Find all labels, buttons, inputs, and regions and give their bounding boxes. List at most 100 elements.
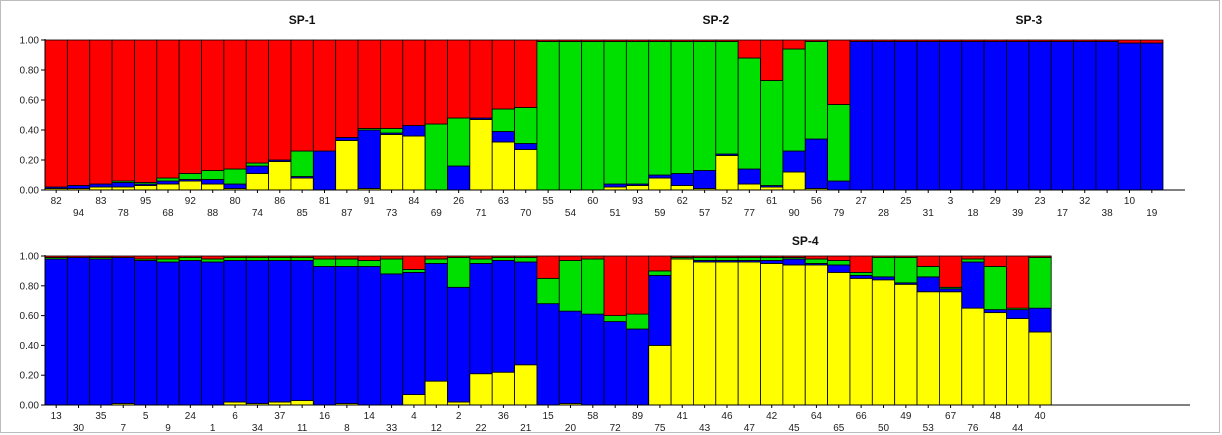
x-tick-label: 17 (1057, 208, 1069, 219)
bar-segment-red (1095, 39, 1119, 42)
bar-segment-blue (312, 150, 337, 191)
x-tick-label: 37 (274, 411, 286, 422)
bar-segment-blue (245, 165, 270, 174)
bar-segment-red (89, 255, 113, 258)
bar-segment-red (290, 39, 314, 152)
bar-segment-green (245, 257, 270, 261)
bar-segment-blue (469, 263, 493, 375)
bar-segment-blue (156, 180, 180, 185)
x-tick-label: 57 (699, 208, 711, 219)
bar-segment-yellow (402, 135, 426, 191)
bar-segment-red (737, 39, 761, 59)
group-label: SP-1 (289, 13, 316, 27)
bar-segment-red (245, 39, 270, 164)
bar-segment-green (961, 258, 985, 263)
bar-segment-green (491, 108, 515, 132)
bar-segment-yellow (335, 140, 359, 191)
bar-segment-blue (66, 257, 91, 406)
bar-segment-red (670, 39, 694, 42)
bar-segment-red (447, 255, 471, 258)
bar-segment-yellow (268, 161, 292, 191)
bar-segment-green (983, 266, 1007, 311)
bar-segment-blue (648, 174, 672, 179)
bar-segment-yellow (379, 134, 404, 191)
bar-segment-blue (961, 41, 985, 191)
x-tick-label: 60 (587, 196, 599, 207)
x-tick-label: 35 (95, 411, 107, 422)
bar-segment-blue (44, 258, 68, 406)
bar-segment-red (871, 255, 896, 258)
bar-segment-red (424, 39, 448, 125)
bar-segment-yellow (715, 155, 739, 191)
bar-segment-red (581, 255, 605, 260)
bar-segment-red (648, 255, 672, 272)
group-label: SP-3 (1015, 13, 1042, 27)
x-tick-label: 63 (498, 196, 510, 207)
x-tick-label: 55 (543, 196, 555, 207)
bar-segment-red (871, 39, 896, 42)
bar-segment-red (156, 39, 180, 179)
x-tick-label: 36 (498, 411, 510, 422)
y-tick-label: 0.60 (20, 311, 40, 322)
bar-segment-green (737, 57, 761, 170)
bar-segment-blue (447, 286, 471, 403)
bar-segment-red (312, 39, 337, 152)
bar-segment-blue (156, 261, 180, 406)
bar-segment-yellow (961, 307, 985, 406)
x-tick-label: 23 (1034, 196, 1046, 207)
y-tick-label: 0.00 (20, 186, 40, 197)
bar-segment-red (670, 255, 694, 258)
x-tick-label: 24 (185, 411, 197, 422)
bar-segment-green (625, 313, 650, 330)
bar-segment-green (894, 257, 918, 284)
bar-segment-green (491, 257, 515, 261)
x-tick-label: 75 (654, 423, 666, 434)
bar-segment-blue (916, 41, 940, 191)
bar-segment-blue (983, 309, 1007, 314)
x-tick-label: 88 (207, 208, 219, 219)
bar-segment-blue (1095, 41, 1119, 191)
x-tick-label: 27 (856, 196, 868, 207)
bar-segment-red (603, 255, 627, 316)
bar-segment-red (44, 39, 68, 188)
bar-segment-green (648, 270, 672, 276)
x-tick-label: 72 (610, 423, 622, 434)
bar-segment-green (245, 162, 270, 167)
bar-segment-yellow (514, 364, 538, 406)
bar-segment-red (514, 255, 538, 258)
bar-segment-red (44, 255, 68, 258)
bar-segment-green (447, 257, 471, 288)
bar-segment-yellow (648, 177, 672, 191)
bar-segment-yellow (178, 180, 202, 191)
x-tick-label: 18 (967, 208, 979, 219)
y-tick-label: 0.40 (20, 126, 40, 137)
x-tick-label: 9 (165, 423, 171, 434)
x-tick-label: 91 (364, 196, 376, 207)
bar-segment-green (536, 277, 560, 305)
bar-segment-blue (916, 276, 940, 293)
x-tick-label: 3 (948, 196, 954, 207)
bar-segment-blue (178, 260, 202, 406)
bar-segment-green (760, 80, 784, 186)
bar-segment-green (379, 258, 404, 275)
x-tick-label: 84 (408, 196, 420, 207)
bar-segment-red (245, 255, 270, 258)
bar-segment-red (66, 39, 91, 186)
x-tick-label: 33 (386, 423, 398, 434)
x-tick-label: 10 (1124, 196, 1136, 207)
bar-segment-green (201, 170, 225, 180)
bar-segment-red (536, 255, 560, 279)
bar-segment-blue (693, 170, 717, 189)
bar-segment-red (1028, 39, 1052, 42)
bar-segment-blue (379, 273, 404, 406)
bar-segment-red (111, 255, 135, 258)
bar-segment-red (156, 255, 180, 260)
bar-segment-green (804, 258, 828, 264)
x-tick-label: 41 (677, 411, 689, 422)
bar-segment-blue (871, 276, 896, 281)
bar-segment-yellow (491, 141, 515, 191)
bar-segment-green (357, 260, 381, 267)
bar-segment-green (201, 258, 225, 263)
x-tick-label: 40 (1034, 411, 1046, 422)
